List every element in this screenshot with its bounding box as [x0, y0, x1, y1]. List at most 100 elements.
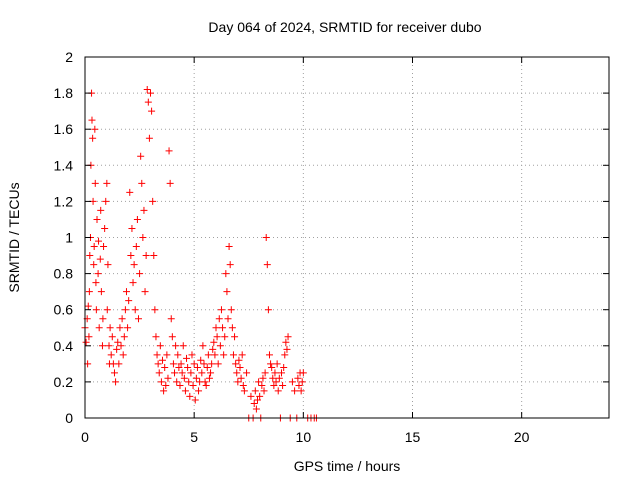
data-point [219, 324, 227, 332]
data-point [184, 363, 192, 371]
data-point [132, 243, 140, 251]
data-point [177, 360, 185, 368]
data-point [103, 306, 111, 314]
y-tick-label: 0.8 [54, 266, 74, 282]
data-point [226, 261, 234, 269]
data-point [102, 197, 110, 205]
data-point [136, 270, 144, 278]
data-point [143, 85, 151, 93]
data-point [161, 363, 169, 371]
data-point [155, 369, 163, 377]
data-point [96, 255, 104, 263]
y-tick-label: 2 [65, 49, 73, 65]
data-point [186, 392, 194, 400]
data-point [176, 382, 184, 390]
data-point [107, 351, 115, 359]
data-point [95, 324, 103, 332]
data-point [216, 342, 224, 350]
data-point [147, 89, 154, 97]
data-point [270, 382, 278, 390]
data-point [197, 356, 205, 364]
x-tick-label: 5 [190, 429, 198, 445]
data-point [85, 333, 93, 341]
data-point [128, 224, 136, 232]
data-point [211, 351, 219, 359]
data-point [212, 324, 220, 332]
data-point [134, 315, 142, 323]
data-point [282, 338, 290, 346]
data-point [91, 125, 99, 133]
data-point [272, 378, 280, 386]
data-point [126, 188, 134, 196]
data-point [288, 378, 296, 386]
y-tick-label: 1.8 [54, 85, 74, 101]
data-point [139, 234, 147, 241]
data-point [163, 351, 171, 359]
data-point [93, 215, 101, 223]
data-point [181, 387, 189, 395]
data-point [127, 252, 135, 260]
data-point [243, 369, 251, 377]
y-axis-label: SRMTID / TECUs [6, 182, 22, 292]
data-point [152, 333, 160, 341]
y-tick-label: 1.6 [54, 121, 74, 137]
data-point [137, 152, 145, 160]
chart-title: Day 064 of 2024, SRMTID for receiver dub… [208, 19, 481, 35]
data-point [252, 405, 260, 413]
data-point [227, 306, 235, 314]
data-point [140, 206, 148, 214]
data-point [172, 342, 180, 350]
data-point [148, 107, 156, 115]
data-point [284, 333, 292, 341]
data-point [202, 382, 210, 390]
data-point [166, 179, 174, 187]
data-point [98, 342, 106, 350]
data-point [174, 351, 182, 359]
data-point [106, 324, 114, 332]
data-point [200, 360, 208, 368]
data-point [193, 363, 201, 371]
data-point [160, 387, 168, 395]
data-point [110, 369, 118, 377]
data-point [220, 351, 228, 359]
data-point [97, 288, 105, 296]
data-point [167, 315, 175, 323]
data-point [192, 374, 200, 382]
data-point [267, 360, 275, 368]
data-point [191, 396, 199, 404]
data-point [105, 342, 113, 350]
data-point [94, 270, 102, 278]
data-point [225, 243, 233, 251]
data-point [118, 315, 126, 323]
data-point [207, 369, 215, 377]
data-point [183, 354, 191, 362]
data-point [253, 396, 261, 404]
data-point [255, 378, 263, 386]
data-point [260, 387, 268, 395]
data-point [273, 360, 281, 368]
data-point [113, 345, 121, 353]
y-tick-label: 1 [65, 230, 73, 246]
data-point [101, 224, 109, 232]
data-point [205, 374, 213, 382]
data-point [199, 342, 207, 350]
data-point [279, 382, 287, 390]
data-point [250, 400, 258, 408]
y-tick-label: 1.4 [54, 157, 74, 173]
data-point [203, 363, 211, 371]
data-point [104, 261, 112, 269]
data-point [280, 363, 288, 371]
data-point [185, 378, 193, 386]
chart-grid [85, 57, 609, 418]
plot-frame [84, 56, 610, 419]
data-point [150, 252, 158, 260]
data-point [90, 243, 98, 251]
data-point [228, 324, 236, 332]
data-point [115, 360, 123, 368]
data-point [247, 392, 255, 400]
data-point [274, 387, 282, 395]
y-tick-label: 0 [65, 410, 73, 426]
data-point [291, 387, 299, 395]
data-point [119, 351, 127, 359]
data-point [92, 279, 100, 287]
